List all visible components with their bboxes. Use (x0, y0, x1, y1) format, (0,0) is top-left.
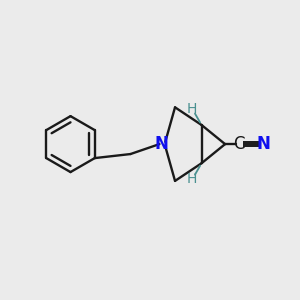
Text: H: H (187, 172, 197, 186)
Text: C: C (233, 135, 245, 153)
Text: H: H (187, 102, 197, 116)
Text: N: N (256, 135, 270, 153)
Text: N: N (154, 135, 168, 153)
